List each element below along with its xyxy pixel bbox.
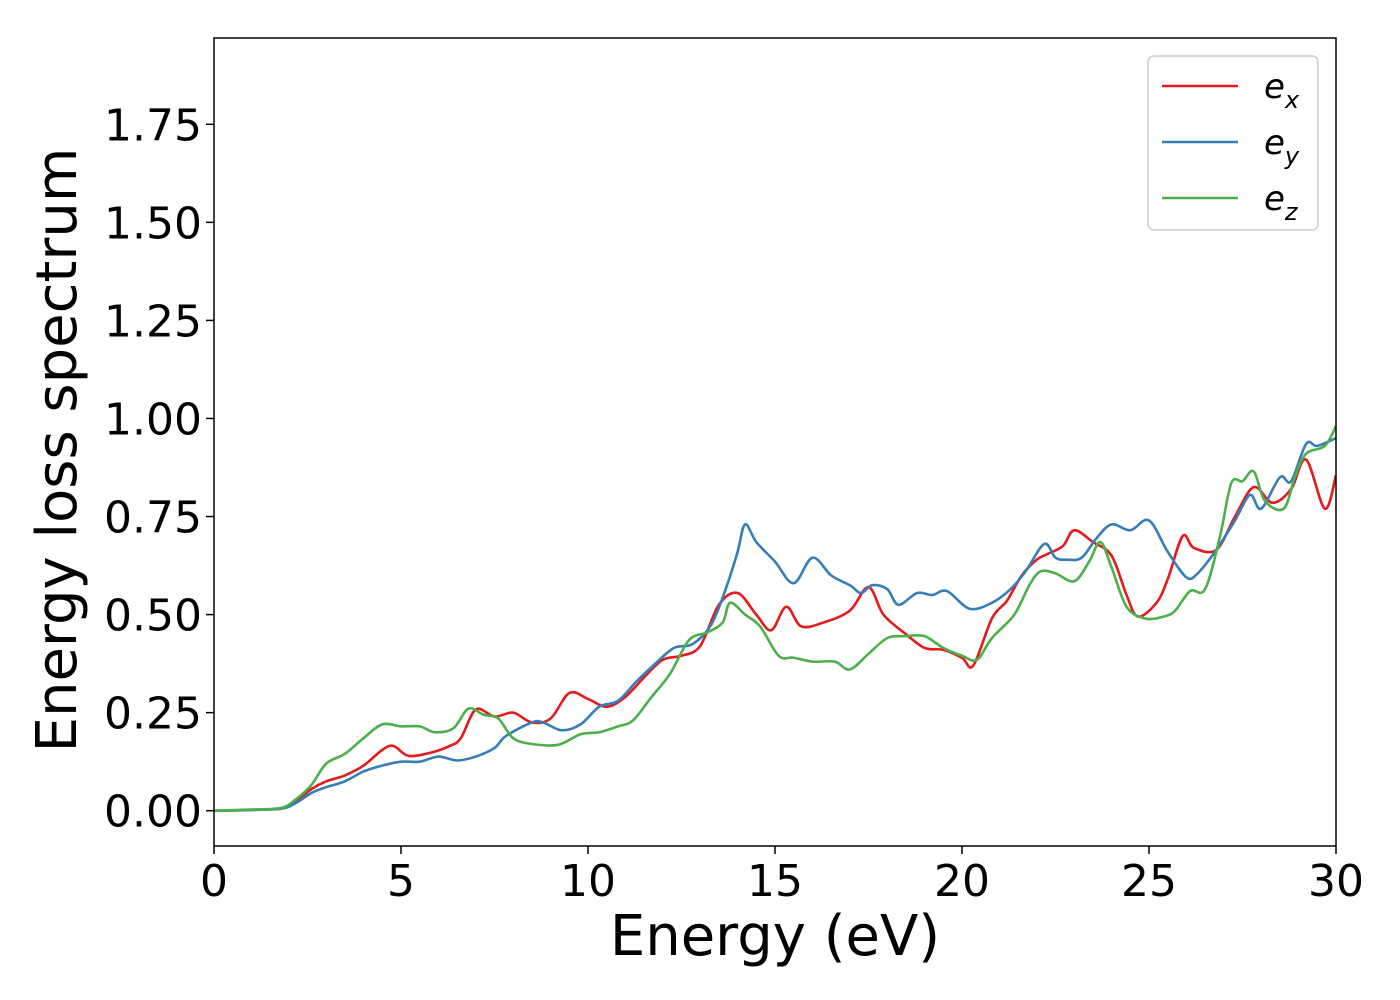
- series-layer: [214, 425, 1336, 812]
- legend-label-ez: ez: [1264, 179, 1299, 226]
- x-tick-label: 15: [747, 856, 803, 907]
- y-tick-label: 0.50: [104, 591, 202, 642]
- x-tick-label: 25: [1121, 856, 1177, 907]
- legend-label-sub: z: [1284, 198, 1299, 226]
- y-tick-label: 1.75: [104, 100, 202, 151]
- series-line-ey: [214, 436, 1336, 812]
- x-tick-label: 10: [560, 856, 616, 907]
- y-tick-label: 0.25: [104, 689, 202, 740]
- x-tick-label: 30: [1308, 856, 1364, 907]
- legend-label-base: e: [1264, 179, 1285, 219]
- legend-label-ex: ex: [1264, 67, 1300, 114]
- legend-label-ey: ey: [1264, 123, 1300, 170]
- x-axis-title: Energy (eV): [610, 904, 940, 969]
- series-line-ex: [214, 458, 1336, 812]
- y-tick-label: 1.25: [104, 296, 202, 347]
- x-tick-label: 0: [200, 856, 228, 907]
- legend-label-sub: x: [1284, 86, 1300, 114]
- y-tick-label: 0.00: [104, 787, 202, 838]
- legend-label-base: e: [1264, 67, 1285, 107]
- ticks-layer: 0 5 10 15 20 25 30 0.00 0.25 0.50 0.75 1.00 1.25 1.50…: [104, 100, 1364, 907]
- y-tick-label: 1.50: [104, 198, 202, 249]
- y-tick-label: 1.00: [104, 394, 202, 445]
- y-axis-title: Energy loss spectrum: [25, 148, 90, 753]
- legend-label-base: e: [1264, 123, 1285, 163]
- x-tick-label: 20: [934, 856, 990, 907]
- x-tick-label: 5: [387, 856, 415, 907]
- series-line-ez: [214, 425, 1336, 812]
- y-tick-label: 0.75: [104, 493, 202, 544]
- legend-label-sub: y: [1284, 142, 1300, 170]
